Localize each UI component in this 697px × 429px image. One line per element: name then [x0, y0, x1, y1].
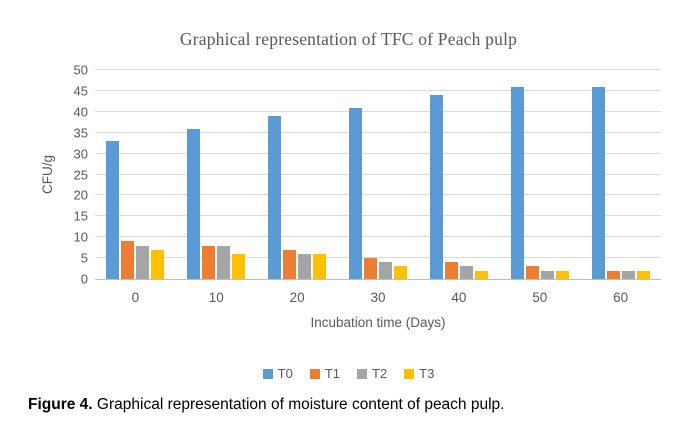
legend-marker-t3 — [404, 368, 415, 379]
x-tick-labels: 0 10 20 30 40 50 60 — [95, 290, 661, 305]
bar-group — [418, 70, 499, 279]
y-tick-label: 15 — [73, 208, 88, 224]
legend-item-t2: T2 — [357, 366, 387, 381]
bar-t2 — [298, 253, 312, 279]
gridline — [95, 173, 661, 175]
bar-group — [95, 70, 176, 279]
bar-t1 — [606, 270, 620, 279]
legend-label: T1 — [324, 366, 340, 381]
bar-t3 — [232, 253, 246, 279]
gridline — [95, 215, 661, 217]
bar-t3 — [394, 266, 407, 279]
bar-t0 — [187, 128, 201, 279]
bar-t0 — [510, 86, 524, 279]
bar-t1 — [364, 258, 377, 279]
x-tick-label: 30 — [370, 290, 386, 305]
y-tick-label: 0 — [80, 271, 88, 287]
y-tick-label: 35 — [73, 125, 88, 141]
bar-t3 — [151, 249, 165, 279]
bar-group — [499, 70, 580, 279]
gridline — [95, 69, 661, 70]
gridline — [95, 89, 661, 91]
bar-t3 — [636, 270, 650, 279]
bar-t0 — [591, 86, 605, 279]
bar-t2 — [621, 270, 635, 279]
legend-label: T0 — [277, 366, 293, 381]
x-tick-label: 20 — [289, 290, 305, 305]
x-tick-label: 0 — [131, 290, 140, 305]
bar-t3 — [474, 270, 488, 279]
bar-group — [338, 70, 419, 279]
legend-marker-t2 — [357, 368, 367, 379]
caption-label: Figure 4. — [28, 396, 93, 413]
x-tick-label: 10 — [208, 290, 224, 305]
bar-t3 — [313, 253, 327, 279]
x-tick-label: 50 — [532, 290, 548, 305]
bar-t0 — [268, 115, 282, 279]
legend-item-t1: T1 — [309, 366, 340, 381]
legend-marker-t1 — [309, 368, 320, 379]
bar-t1 — [121, 241, 135, 279]
legend-marker-t0 — [262, 368, 273, 379]
x-axis-title: Incubation time (Days) — [310, 315, 446, 330]
figure-caption: Figure 4. Graphical representation of mo… — [28, 396, 687, 414]
bar-group — [257, 70, 338, 279]
y-tick-labels: 0 5 10 15 20 25 30 35 40 45 50 — [0, 63, 88, 287]
caption-text: Graphical representation of moisture con… — [96, 396, 505, 413]
bar-t1 — [444, 262, 458, 279]
chart-title: Graphical representation of TFC of Peach… — [179, 29, 518, 49]
bar-t2 — [540, 270, 554, 279]
y-tick-label: 40 — [73, 104, 88, 120]
y-tick-label: 30 — [73, 146, 88, 162]
gridline — [95, 131, 661, 133]
legend: T0 T1 T2 T3 — [0, 366, 697, 381]
gridline — [95, 194, 661, 196]
plot-area — [95, 69, 661, 280]
bar-t0 — [106, 141, 120, 279]
bar-t2 — [459, 266, 473, 279]
bar-t3 — [555, 270, 569, 279]
bar-group — [176, 70, 257, 279]
y-tick-label: 50 — [73, 62, 88, 78]
bar-t1 — [525, 266, 539, 279]
legend-label: T2 — [372, 366, 388, 381]
y-tick-label: 20 — [73, 187, 88, 203]
bar-t2 — [379, 262, 392, 279]
bar-group — [580, 70, 661, 279]
gridline — [95, 110, 661, 112]
bar-t1 — [202, 245, 216, 279]
x-tick-label: 40 — [451, 290, 467, 305]
x-tick-label: 60 — [613, 290, 629, 305]
bar-t2 — [136, 245, 150, 279]
gridline — [95, 152, 661, 154]
bar-t0 — [429, 95, 443, 279]
gridline — [95, 236, 661, 238]
y-tick-label: 45 — [73, 83, 88, 99]
bar-t1 — [283, 249, 297, 279]
gridline — [95, 257, 661, 259]
legend-label: T3 — [419, 366, 435, 381]
legend-item-t0: T0 — [262, 366, 293, 381]
y-tick-label: 5 — [80, 250, 88, 266]
bar-t2 — [217, 245, 231, 279]
legend-item-t3: T3 — [404, 366, 434, 381]
y-tick-label: 10 — [73, 229, 88, 245]
bar-t0 — [349, 107, 362, 279]
y-tick-label: 25 — [73, 167, 88, 182]
